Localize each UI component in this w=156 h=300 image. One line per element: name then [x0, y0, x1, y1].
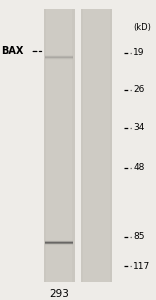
Text: 293: 293 — [49, 289, 69, 299]
Text: 19: 19 — [133, 48, 145, 57]
Text: 117: 117 — [133, 262, 150, 271]
Bar — [81, 9, 112, 282]
Bar — [44, 9, 75, 282]
Text: 26: 26 — [133, 85, 144, 94]
Text: 48: 48 — [133, 163, 144, 172]
Text: (kD): (kD) — [133, 23, 151, 32]
Text: BAX: BAX — [2, 46, 24, 56]
Text: 34: 34 — [133, 124, 144, 133]
Bar — [83, 9, 110, 282]
Bar — [46, 9, 72, 282]
Text: 85: 85 — [133, 232, 145, 241]
